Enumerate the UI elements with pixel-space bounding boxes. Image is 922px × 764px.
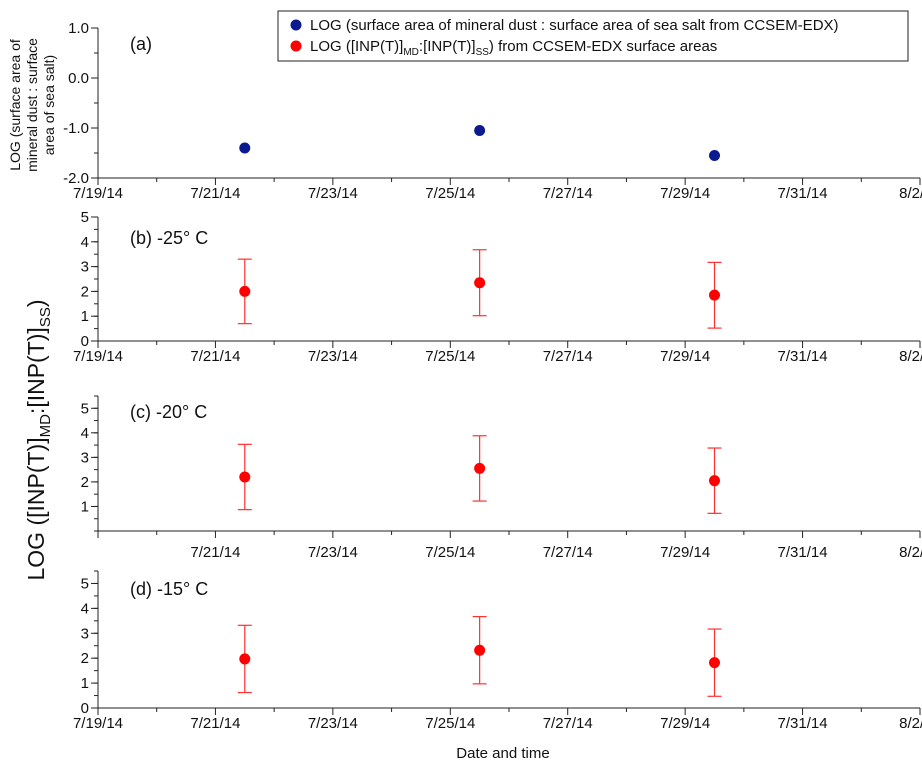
legend-marker-red (290, 40, 302, 52)
data-point (709, 150, 720, 161)
x-tick-label: 7/25/14 (425, 544, 475, 561)
y-tick-label: 1 (81, 675, 89, 692)
x-tick-label: 7/31/14 (778, 544, 828, 561)
y-tick-label: 0 (81, 333, 89, 350)
x-tick-label: 7/27/14 (543, 544, 593, 561)
x-tick-label: 7/31/14 (778, 348, 828, 365)
y-tick-label: 3 (81, 259, 89, 276)
data-point (709, 657, 720, 669)
y-tick-label: 4 (81, 600, 89, 617)
x-tick-label: 7/31/14 (778, 715, 828, 732)
x-tick-label: 7/29/14 (660, 185, 710, 202)
x-tick-label: 7/27/14 (543, 715, 593, 732)
x-tick-label: 7/23/14 (308, 348, 358, 365)
y-tick-label: 2 (81, 283, 89, 300)
y-tick-label: 1 (81, 308, 89, 325)
x-tick-label: 7/19/14 (73, 185, 123, 202)
x-tick-label: 8/2/14 (899, 715, 922, 732)
x-tick-label: 8/2/14 (899, 348, 922, 365)
x-tick-label: 7/21/14 (190, 715, 240, 732)
y-tick-label: 3 (81, 625, 89, 642)
x-tick-label: 7/23/14 (308, 544, 358, 561)
x-tick-label: 7/19/14 (73, 348, 123, 365)
y-tick-label: -2.0 (63, 170, 89, 187)
x-tick-label: 7/21/14 (190, 348, 240, 365)
x-tick-label: 7/23/14 (308, 715, 358, 732)
y-tick-label: 1 (81, 498, 89, 515)
panel-label: (b) -25° C (130, 228, 208, 248)
x-tick-label: 7/25/14 (425, 715, 475, 732)
panel-a-ylabel-line: LOG (surface area of (7, 39, 23, 171)
data-point (474, 462, 486, 474)
data-point (239, 142, 251, 154)
x-tick-label: 7/29/14 (660, 715, 710, 732)
x-tick-label: 7/21/14 (190, 185, 240, 202)
data-point (474, 277, 486, 289)
panels: 7/19/14 7/21/14 7/23/14 7/25/14 7/27/14 7/29/… (7, 20, 922, 732)
panel-label: (a) (130, 34, 152, 54)
panel-a-ylabel-line: area of sea salt) (41, 55, 57, 155)
legend: LOG (surface area of mineral dust : surf… (277, 10, 909, 62)
y-tick-label: 3 (81, 449, 89, 466)
x-tick-label: 7/21/14 (190, 544, 240, 561)
data-point (239, 285, 251, 297)
y-tick-label: -1.0 (63, 120, 89, 137)
panel-c: 7/21/14 7/23/14 7/25/14 7/27/14 7/29/14 7/31/… (81, 395, 922, 561)
y-tick-label: 2 (81, 650, 89, 667)
data-point (709, 475, 720, 487)
panel-label: (d) -15° C (130, 579, 208, 599)
y-tick-label: 4 (81, 425, 89, 442)
x-tick-label: 8/2/14 (899, 544, 922, 561)
y-tick-label: 5 (81, 400, 89, 417)
data-point (474, 125, 486, 136)
data-point (239, 653, 251, 665)
y-tick-label: 2 (81, 474, 89, 491)
y-tick-label: 0.0 (68, 70, 89, 87)
x-tick-label: 7/25/14 (425, 185, 475, 202)
x-tick-label: 7/31/14 (778, 185, 828, 202)
y-tick-label: 4 (81, 234, 89, 251)
x-tick-label: 8/2/14 (899, 185, 922, 202)
legend-label-red: LOG ([INP(T)]MD:[INP(T)]SS) from CCSEM-E… (310, 38, 717, 58)
panel-a-ylabel-line: mineral dust : surface (24, 38, 40, 172)
data-point (474, 644, 486, 656)
x-tick-label: 7/29/14 (660, 348, 710, 365)
data-point (239, 471, 251, 483)
y-tick-label: 1.0 (68, 20, 89, 37)
shared-y-axis-label: LOG ([INP(T)]MD:[INP(T)]SS) (23, 299, 54, 580)
panel-b: 7/19/14 7/21/14 7/23/14 7/25/14 7/27/14 7/29/… (73, 209, 922, 365)
panel-d: 7/19/14 7/21/14 7/23/14 7/25/14 7/27/14 7/29/… (73, 570, 922, 732)
data-point (709, 289, 720, 301)
x-tick-label: 7/19/14 (73, 715, 123, 732)
panel-label: (c) -20° C (130, 402, 207, 422)
panel-a: 7/19/14 7/21/14 7/23/14 7/25/14 7/27/14 7/29/… (7, 20, 922, 202)
y-tick-label: 5 (81, 575, 89, 592)
x-axis-label: Date and time (456, 745, 549, 762)
y-tick-label: 0 (81, 700, 89, 717)
x-tick-label: 7/27/14 (543, 185, 593, 202)
x-tick-label: 7/27/14 (543, 348, 593, 365)
legend-label-blue: LOG (surface area of mineral dust : surf… (310, 17, 839, 34)
x-tick-label: 7/23/14 (308, 185, 358, 202)
x-tick-label: 7/29/14 (660, 544, 710, 561)
y-tick-label: 5 (81, 209, 89, 226)
legend-box (277, 10, 909, 62)
legend-marker-blue (290, 19, 302, 31)
x-tick-label: 7/25/14 (425, 348, 475, 365)
